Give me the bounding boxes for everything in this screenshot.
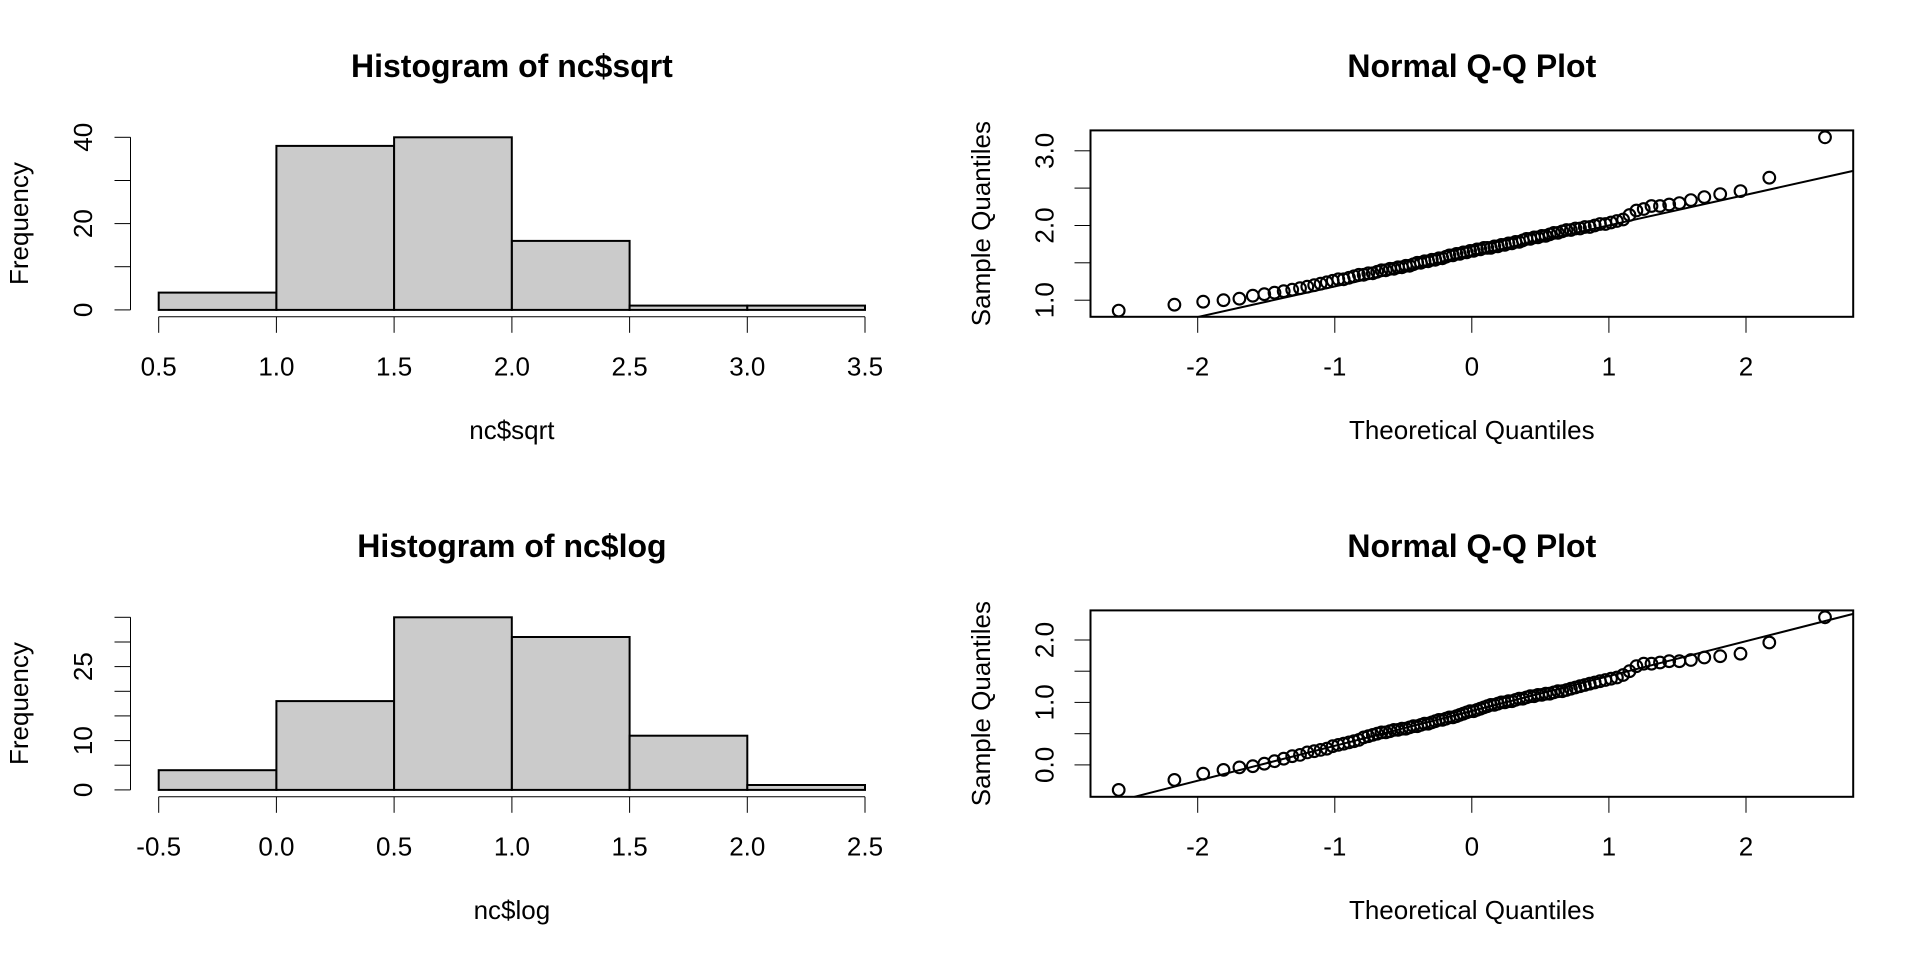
svg-text:10: 10 bbox=[68, 726, 98, 755]
svg-text:0: 0 bbox=[68, 783, 98, 797]
svg-text:Sample Quantiles: Sample Quantiles bbox=[966, 121, 996, 326]
svg-text:2.0: 2.0 bbox=[494, 351, 530, 381]
svg-text:0.0: 0.0 bbox=[1030, 747, 1060, 783]
svg-text:-2: -2 bbox=[1186, 831, 1209, 861]
svg-text:0.5: 0.5 bbox=[141, 351, 177, 381]
svg-text:-1: -1 bbox=[1323, 831, 1346, 861]
svg-text:Normal Q-Q Plot: Normal Q-Q Plot bbox=[1347, 48, 1596, 84]
svg-text:Frequency: Frequency bbox=[4, 162, 34, 285]
svg-text:1.0: 1.0 bbox=[1030, 282, 1060, 318]
svg-text:1.5: 1.5 bbox=[376, 351, 412, 381]
svg-text:1: 1 bbox=[1602, 351, 1616, 381]
svg-text:0.0: 0.0 bbox=[258, 831, 294, 861]
svg-text:-0.5: -0.5 bbox=[136, 831, 181, 861]
svg-text:1.5: 1.5 bbox=[612, 831, 648, 861]
svg-text:2: 2 bbox=[1739, 831, 1753, 861]
svg-text:-1: -1 bbox=[1323, 351, 1346, 381]
svg-text:3.0: 3.0 bbox=[729, 351, 765, 381]
svg-text:Histogram of nc$log: Histogram of nc$log bbox=[357, 528, 666, 564]
svg-text:0: 0 bbox=[1465, 831, 1479, 861]
svg-text:Theoretical Quantiles: Theoretical Quantiles bbox=[1349, 895, 1595, 925]
svg-text:Sample Quantiles: Sample Quantiles bbox=[966, 601, 996, 806]
svg-text:nc$sqrt: nc$sqrt bbox=[469, 415, 555, 445]
svg-text:3.5: 3.5 bbox=[847, 351, 883, 381]
svg-text:40: 40 bbox=[68, 123, 98, 152]
svg-text:Frequency: Frequency bbox=[4, 642, 34, 765]
svg-text:Theoretical Quantiles: Theoretical Quantiles bbox=[1349, 415, 1595, 445]
svg-text:2: 2 bbox=[1739, 351, 1753, 381]
svg-text:0.5: 0.5 bbox=[376, 831, 412, 861]
svg-text:20: 20 bbox=[68, 209, 98, 238]
svg-text:1: 1 bbox=[1602, 831, 1616, 861]
svg-text:1.0: 1.0 bbox=[494, 831, 530, 861]
svg-text:2.5: 2.5 bbox=[847, 831, 883, 861]
svg-text:nc$log: nc$log bbox=[474, 895, 551, 925]
svg-text:Histogram of nc$sqrt: Histogram of nc$sqrt bbox=[351, 48, 673, 84]
svg-text:2.0: 2.0 bbox=[1030, 622, 1060, 658]
svg-text:-2: -2 bbox=[1186, 351, 1209, 381]
svg-text:2.5: 2.5 bbox=[612, 351, 648, 381]
svg-text:1.0: 1.0 bbox=[1030, 684, 1060, 720]
svg-text:Normal Q-Q Plot: Normal Q-Q Plot bbox=[1347, 528, 1596, 564]
svg-text:0: 0 bbox=[68, 303, 98, 317]
svg-text:3.0: 3.0 bbox=[1030, 133, 1060, 169]
svg-text:0: 0 bbox=[1465, 351, 1479, 381]
svg-text:2.0: 2.0 bbox=[729, 831, 765, 861]
svg-text:25: 25 bbox=[68, 652, 98, 681]
svg-text:1.0: 1.0 bbox=[258, 351, 294, 381]
svg-text:2.0: 2.0 bbox=[1030, 207, 1060, 243]
